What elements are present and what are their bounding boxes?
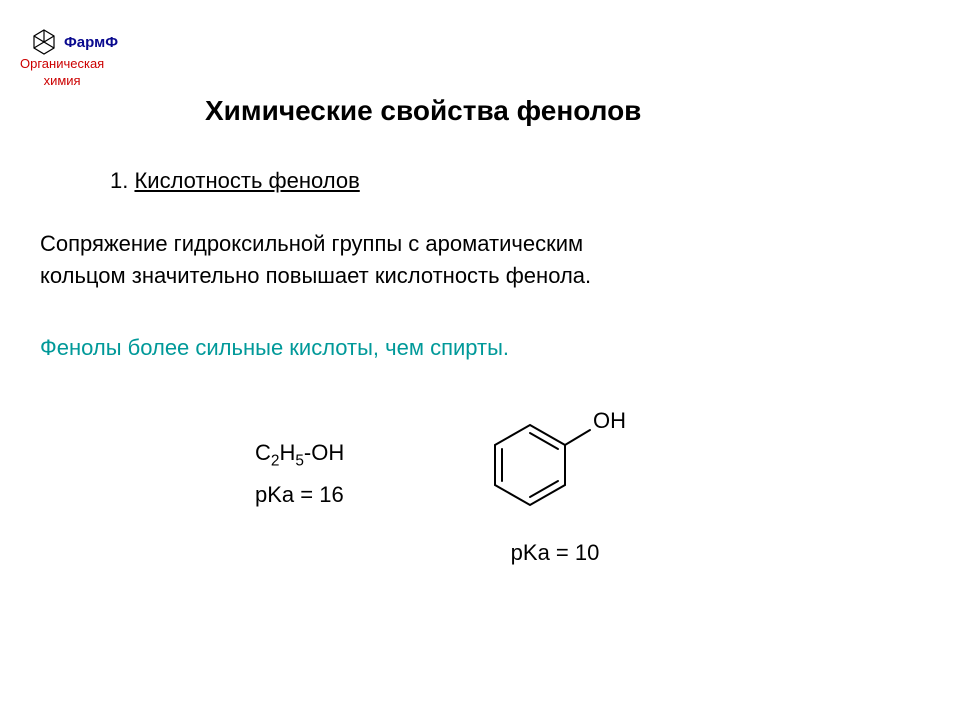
sublogo: Органическая химия (20, 56, 104, 90)
phenol-oh-label: OH (593, 408, 626, 433)
ethanol-OH: -ОН (304, 440, 344, 465)
phenol-pka: pKa = 10 (470, 540, 640, 566)
ethanol-structure: С2Н5-ОН pKa = 16 (255, 440, 344, 508)
cube-icon (30, 28, 58, 56)
ethanol-formula: С2Н5-ОН (255, 440, 344, 470)
page-title: Химические свойства фенолов (205, 95, 641, 127)
ethanol-pka: pKa = 16 (255, 482, 344, 508)
body-line1: Сопряжение гидроксильной группы с аромат… (40, 231, 583, 256)
logo-text: ФармФ (64, 34, 118, 51)
body-paragraph: Сопряжение гидроксильной группы с аромат… (40, 228, 591, 292)
subtitle-number: 1. (110, 168, 134, 193)
subtitle-text: Кислотность фенолов (134, 168, 359, 193)
ethanol-sub2: 5 (295, 452, 304, 469)
sublogo-line1: Органическая (20, 56, 104, 71)
section-subtitle: 1. Кислотность фенолов (110, 168, 360, 194)
sublogo-line2: химия (44, 73, 81, 88)
body-line2: кольцом значительно повышает кислотность… (40, 263, 591, 288)
highlight-text: Фенолы более сильные кислоты, чем спирты… (40, 335, 509, 361)
ethanol-H: Н (279, 440, 295, 465)
phenol-structure: OH pKa = 10 (470, 400, 640, 566)
logo-block: ФармФ (30, 28, 118, 56)
benzene-ring-icon: OH (470, 400, 640, 530)
ethanol-C: С (255, 440, 271, 465)
